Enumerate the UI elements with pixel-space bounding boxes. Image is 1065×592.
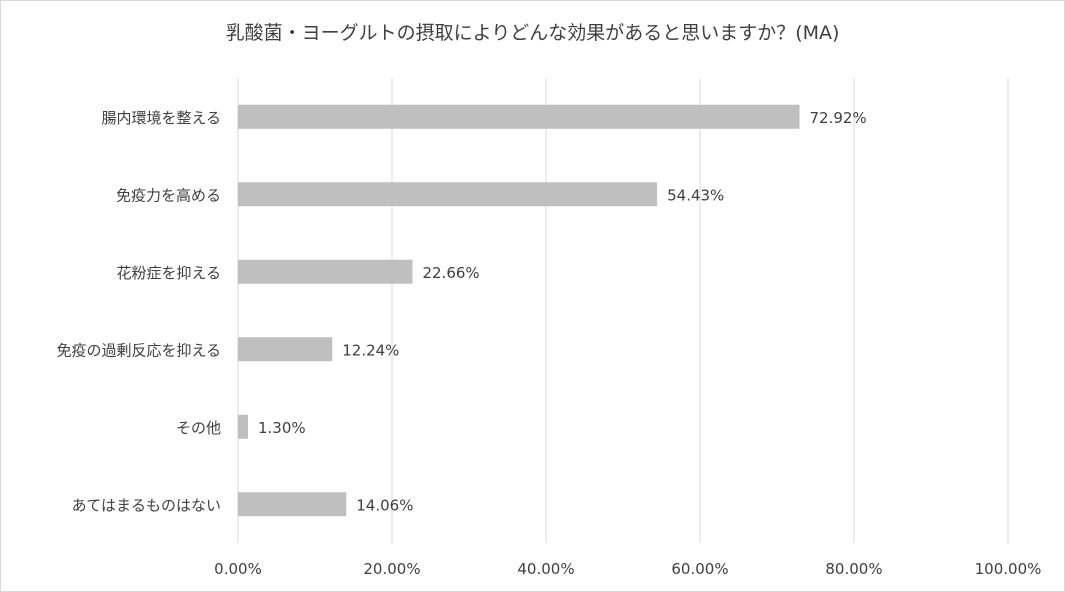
bar: [238, 104, 800, 129]
x-tick-label: 80.00%: [825, 560, 882, 578]
category-label: あてはまるものはない: [72, 496, 221, 514]
gridlines: [237, 78, 1009, 543]
data-labels: 72.92% 54.43% 22.66% 12.24% 1.30% 14.06%: [258, 109, 867, 515]
bars: [238, 104, 800, 517]
category-label: 花粉症を抑える: [116, 264, 221, 282]
category-label: その他: [176, 419, 221, 437]
data-label: 72.92%: [809, 109, 866, 127]
bar: [238, 259, 413, 284]
category-label: 免疫力を高める: [116, 186, 221, 204]
data-label: 14.06%: [356, 496, 413, 514]
bar: [238, 492, 347, 517]
x-tick-labels: 0.00% 20.00% 40.00% 60.00% 80.00% 100.00%: [214, 560, 1041, 578]
x-tick-label: 40.00%: [517, 560, 574, 578]
x-tick-label: 60.00%: [671, 560, 728, 578]
chart-title: 乳酸菌・ヨーグルトの摂取によりどんな効果があると思いますか？(MA): [225, 22, 840, 44]
bar: [238, 337, 333, 362]
category-label: 免疫の過剰反応を抑える: [56, 341, 221, 359]
bar: [238, 414, 249, 439]
data-label: 1.30%: [258, 419, 306, 437]
data-label: 54.43%: [667, 186, 724, 204]
x-tick-label: 20.00%: [363, 560, 420, 578]
category-labels: 腸内環境を整える免疫力を高める花粉症を抑える免疫の過剰反応を抑えるその他あてはま…: [56, 109, 221, 515]
bar: [238, 182, 658, 207]
data-label: 22.66%: [422, 264, 479, 282]
category-label: 腸内環境を整える: [101, 109, 221, 127]
x-tick-label: 0.00%: [214, 560, 262, 578]
data-label: 12.24%: [342, 341, 399, 359]
x-tick-label: 100.00%: [975, 560, 1042, 578]
